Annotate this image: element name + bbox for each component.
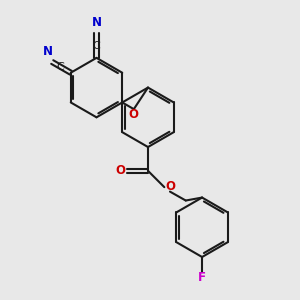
Text: N: N <box>43 45 52 58</box>
Text: N: N <box>92 16 101 29</box>
Text: O: O <box>116 164 126 177</box>
Text: F: F <box>198 271 206 284</box>
Text: C: C <box>56 62 64 72</box>
Text: O: O <box>165 180 175 193</box>
Text: O: O <box>129 108 139 121</box>
Text: C: C <box>93 41 101 51</box>
